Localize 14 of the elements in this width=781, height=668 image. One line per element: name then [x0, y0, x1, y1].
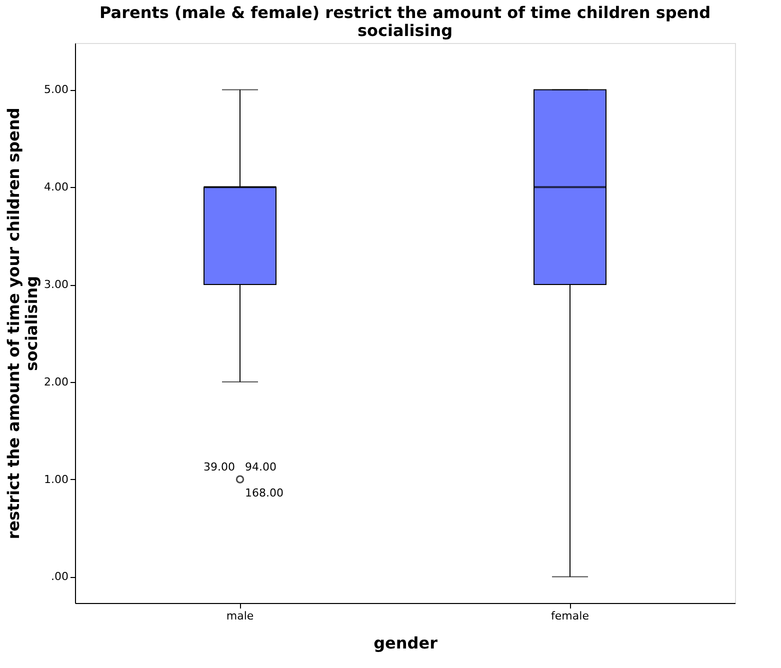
y-axis-title: restrict the amount of time your children spend socialising — [4, 108, 42, 540]
y-tick-label: 4.00 — [44, 180, 68, 194]
annotation: 168.00 — [245, 486, 284, 500]
y-tick-label: 2.00 — [44, 375, 68, 388]
y-tick-label: .00 — [51, 570, 68, 584]
chart-title: Parents (male & female) restrict the amount of time children spend socialising — [99, 3, 711, 40]
y-tick-label: 1.00 — [44, 472, 68, 486]
x-tick-label: male — [226, 610, 254, 622]
x-tick-label: female — [551, 610, 590, 622]
y-tick-label: 5.00 — [44, 83, 68, 96]
annotation: 39.00 — [204, 460, 235, 474]
y-tick-label: 3.00 — [44, 278, 68, 292]
annotation: 94.00 — [245, 460, 276, 474]
x-axis-title: gender — [374, 634, 438, 652]
